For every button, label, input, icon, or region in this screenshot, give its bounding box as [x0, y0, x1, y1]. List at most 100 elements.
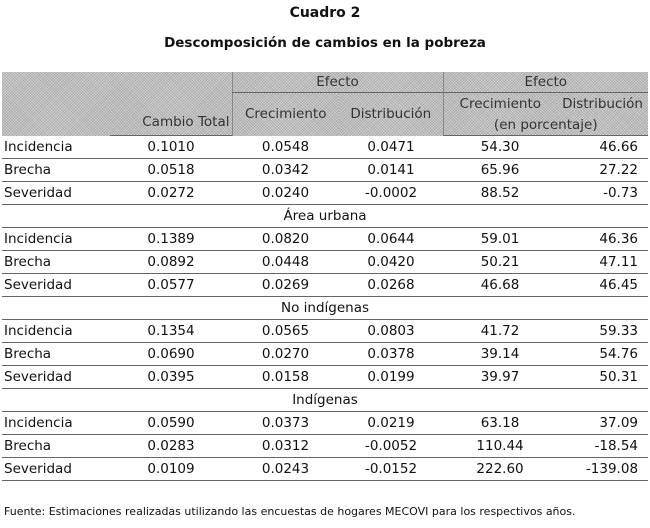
cell-crecimiento: 0.0565 [232, 319, 339, 343]
cell-crecimiento-pct: 222.60 [443, 457, 558, 481]
section-title: Área urbana [2, 204, 649, 228]
header-corner-cell [2, 72, 110, 136]
header-efecto-absolute: Efecto [231, 72, 444, 93]
cell-distribucion: 0.0803 [339, 319, 444, 343]
table-row: Severidad 0.0109 0.0243 -0.0152 222.60 -139.0… [2, 457, 649, 481]
cell-distribucion-pct: 46.36 [557, 227, 649, 251]
cell-distribucion: 0.0471 [339, 135, 444, 159]
row-label: Incidencia [2, 411, 110, 435]
cell-cambio-total: 0.0690 [110, 342, 232, 366]
section-header-row: Indígenas [2, 388, 649, 412]
cell-crecimiento-pct: 110.44 [443, 434, 558, 458]
cell-distribucion: 0.0199 [339, 365, 444, 389]
cell-crecimiento: 0.0270 [232, 342, 339, 366]
cell-distribucion-pct: -18.54 [557, 434, 649, 458]
cell-cambio-total: 0.0590 [110, 411, 232, 435]
row-label: Severidad [2, 365, 110, 389]
header-distribucion-pct: Distribución [557, 92, 649, 115]
cell-distribucion-pct: 46.66 [557, 135, 649, 159]
row-label: Incidencia [2, 319, 110, 343]
cell-distribucion: -0.0002 [339, 181, 444, 205]
section-title: Indígenas [2, 388, 649, 412]
cell-crecimiento-pct: 50.21 [443, 250, 558, 274]
cell-crecimiento: 0.0243 [232, 457, 339, 481]
cell-crecimiento: 0.0269 [232, 273, 339, 297]
cell-cambio-total: 0.0109 [110, 457, 232, 481]
cell-crecimiento-pct: 54.30 [443, 135, 558, 159]
cell-crecimiento: 0.0240 [232, 181, 339, 205]
cell-distribucion-pct: 59.33 [557, 319, 649, 343]
header-cambio-total: Cambio Total [110, 115, 232, 136]
table-header: Efecto Efecto Crecimiento Distribución C… [2, 72, 649, 136]
cell-crecimiento: 0.0820 [232, 227, 339, 251]
table-row: Brecha 0.0892 0.0448 0.0420 50.21 47.11 [2, 250, 649, 274]
cell-cambio-total: 0.0577 [110, 273, 232, 297]
cell-distribucion: 0.0141 [339, 158, 444, 182]
cell-distribucion-pct: 46.45 [557, 273, 649, 297]
table-row: Severidad 0.0577 0.0269 0.0268 46.68 46.45 [2, 273, 649, 297]
cell-cambio-total: 0.1389 [110, 227, 232, 251]
cell-distribucion-pct: 54.76 [557, 342, 649, 366]
header-crecimiento-pct: Crecimiento [442, 92, 558, 115]
cell-crecimiento-pct: 88.52 [443, 181, 558, 205]
table-row: Incidencia 0.1354 0.0565 0.0803 41.72 59.33 [2, 319, 649, 343]
cell-crecimiento-pct: 39.14 [443, 342, 558, 366]
cell-distribucion: 0.0219 [339, 411, 444, 435]
table-row: Brecha 0.0518 0.0342 0.0141 65.96 27.22 [2, 158, 649, 182]
cell-distribucion-pct: 50.31 [557, 365, 649, 389]
table-body: Incidencia 0.1010 0.0548 0.0471 54.30 46.66 Br… [2, 135, 649, 481]
cell-distribucion: 0.0268 [339, 273, 444, 297]
cell-crecimiento-pct: 63.18 [443, 411, 558, 435]
section-header-row: Área urbana [2, 204, 649, 228]
cell-crecimiento-pct: 41.72 [443, 319, 558, 343]
cell-crecimiento: 0.0158 [232, 365, 339, 389]
cell-distribucion-pct: 27.22 [557, 158, 649, 182]
row-label: Brecha [2, 434, 110, 458]
row-label: Severidad [2, 181, 110, 205]
cell-cambio-total: 0.0892 [110, 250, 232, 274]
table-row: Brecha 0.0690 0.0270 0.0378 39.14 54.76 [2, 342, 649, 366]
row-label: Severidad [2, 457, 110, 481]
cell-cambio-total: 0.0518 [110, 158, 232, 182]
footnote-source: Fuente: Estimaciones realizadas utilizan… [4, 505, 576, 518]
cell-crecimiento-pct: 46.68 [443, 273, 558, 297]
header-distribucion: Distribución [339, 92, 444, 136]
cell-distribucion: -0.0152 [339, 457, 444, 481]
table-row: Incidencia 0.1010 0.0548 0.0471 54.30 46.66 [2, 135, 649, 159]
table-caption: Cuadro 2 [289, 5, 361, 21]
cell-cambio-total: 0.0272 [110, 181, 232, 205]
cell-cambio-total: 0.1010 [110, 135, 232, 159]
cell-crecimiento-pct: 65.96 [443, 158, 558, 182]
section-header-row: No indígenas [2, 296, 649, 320]
cell-crecimiento: 0.0312 [232, 434, 339, 458]
table-row: Brecha 0.0283 0.0312 -0.0052 110.44 -18.54 [2, 434, 649, 458]
table-title: Descomposición de cambios en la pobreza [164, 35, 486, 51]
cell-crecimiento-pct: 59.01 [443, 227, 558, 251]
cell-distribucion: -0.0052 [339, 434, 444, 458]
cell-cambio-total: 0.0283 [110, 434, 232, 458]
table-row: Severidad 0.0272 0.0240 -0.0002 88.52 -0.73 [2, 181, 649, 205]
header-efecto-percent: Efecto [442, 72, 649, 93]
row-label: Severidad [2, 273, 110, 297]
row-label: Incidencia [2, 135, 110, 159]
section-title: No indígenas [2, 296, 649, 320]
row-label: Incidencia [2, 227, 110, 251]
cell-distribucion: 0.0644 [339, 227, 444, 251]
cell-crecimiento: 0.0448 [232, 250, 339, 274]
cell-distribucion: 0.0378 [339, 342, 444, 366]
cell-distribucion-pct: -139.08 [557, 457, 649, 481]
header-en-porcentaje: (en porcentaje) [442, 115, 649, 136]
cell-distribucion-pct: -0.73 [557, 181, 649, 205]
decomposition-table: Efecto Efecto Crecimiento Distribución C… [2, 72, 649, 481]
header-spacer [110, 72, 232, 115]
cell-cambio-total: 0.1354 [110, 319, 232, 343]
cell-cambio-total: 0.0395 [110, 365, 232, 389]
row-label: Brecha [2, 250, 110, 274]
row-label: Brecha [2, 342, 110, 366]
cell-distribucion-pct: 47.11 [557, 250, 649, 274]
table-row: Incidencia 0.1389 0.0820 0.0644 59.01 46.36 [2, 227, 649, 251]
header-crecimiento: Crecimiento [231, 92, 339, 136]
row-label: Brecha [2, 158, 110, 182]
cell-distribucion-pct: 37.09 [557, 411, 649, 435]
cell-crecimiento-pct: 39.97 [443, 365, 558, 389]
